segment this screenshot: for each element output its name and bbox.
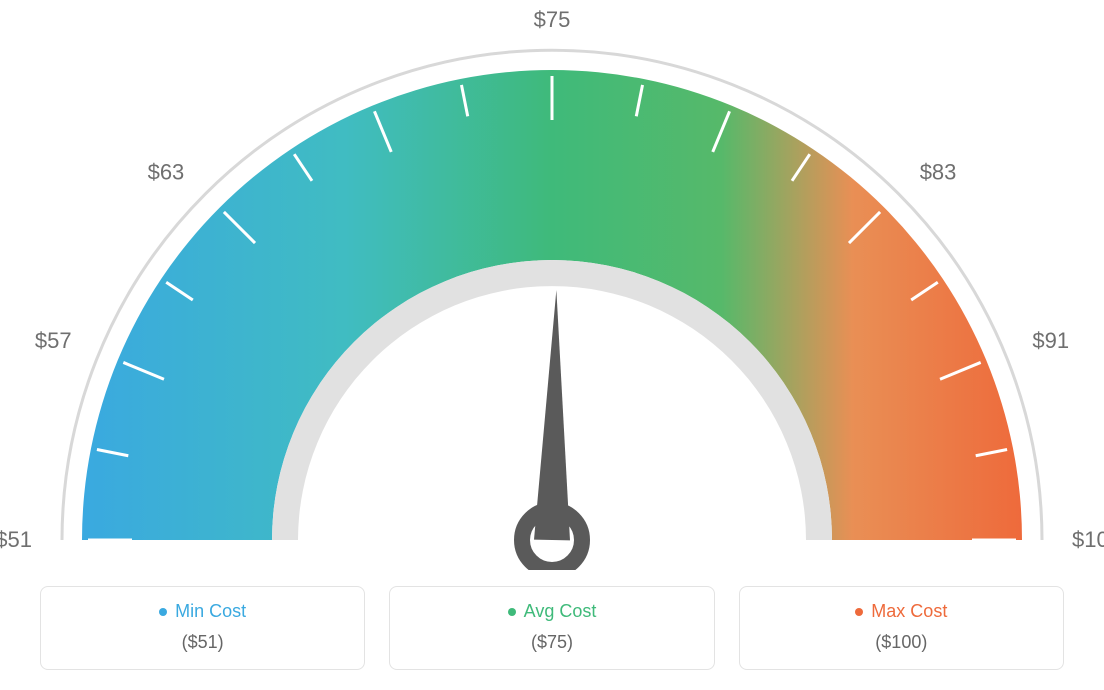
dot-icon [508, 608, 516, 616]
svg-text:$91: $91 [1032, 328, 1069, 353]
dot-icon [855, 608, 863, 616]
legend-title-min: Min Cost [159, 601, 246, 622]
legend-value-max: ($100) [750, 632, 1053, 653]
legend-value-avg: ($75) [400, 632, 703, 653]
gauge-chart: $51 $57 $63 $75 $83 $91 $100 [0, 0, 1104, 570]
chart-container: $51 $57 $63 $75 $83 $91 $100 Min Cost ($51) Av… [0, 0, 1104, 690]
dot-icon [159, 608, 167, 616]
svg-text:$75: $75 [534, 7, 571, 32]
legend-card-max: Max Cost ($100) [739, 586, 1064, 670]
legend-row: Min Cost ($51) Avg Cost ($75) Max Cost (… [40, 586, 1064, 670]
svg-text:$83: $83 [920, 159, 957, 184]
svg-text:$51: $51 [0, 527, 32, 552]
svg-text:$57: $57 [35, 328, 72, 353]
legend-label: Min Cost [175, 601, 246, 622]
svg-text:$100: $100 [1072, 527, 1104, 552]
svg-text:$63: $63 [148, 159, 185, 184]
legend-title-max: Max Cost [855, 601, 947, 622]
legend-value-min: ($51) [51, 632, 354, 653]
legend-label: Max Cost [871, 601, 947, 622]
legend-card-min: Min Cost ($51) [40, 586, 365, 670]
legend-card-avg: Avg Cost ($75) [389, 586, 714, 670]
legend-label: Avg Cost [524, 601, 597, 622]
legend-title-avg: Avg Cost [508, 601, 597, 622]
